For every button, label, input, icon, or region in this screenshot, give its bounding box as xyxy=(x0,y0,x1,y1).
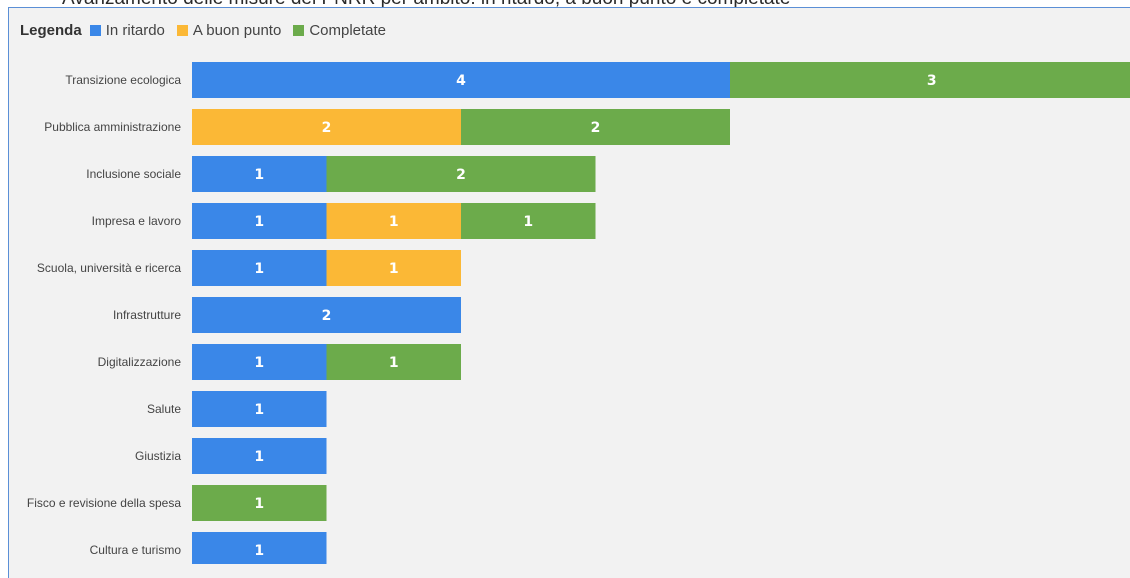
data-label-digitalizzazione-in-ritardo: 1 xyxy=(254,355,264,371)
category-label-pubblica-amministrazione: Pubblica amministrazione xyxy=(44,120,181,134)
legend-item-a-buon-punto[interactable]: A buon punto xyxy=(176,21,282,39)
legend-swatch-a-buon-punto xyxy=(176,24,188,36)
legend-swatch-in-ritardo xyxy=(89,24,101,36)
data-label-fisco-e-revisione-della-spesa-completate: 1 xyxy=(254,496,264,512)
data-label-impresa-e-lavoro-a-buon-punto: 1 xyxy=(389,214,399,230)
category-label-impresa-e-lavoro: Impresa e lavoro xyxy=(92,214,182,228)
bar-cultura-e-turismo-in-ritardo[interactable] xyxy=(192,532,327,564)
legend-label-completate: Completate xyxy=(309,21,387,39)
bar-scuola-universita-e-ricerca-in-ritardo[interactable] xyxy=(192,250,327,286)
bar-transizione-ecologica-in-ritardo[interactable] xyxy=(192,62,730,98)
bar-impresa-e-lavoro-completate[interactable] xyxy=(461,203,596,239)
data-label-impresa-e-lavoro-in-ritardo: 1 xyxy=(254,214,264,230)
data-label-transizione-ecologica-in-ritardo: 4 xyxy=(456,73,466,89)
legend-title: Legenda xyxy=(20,21,82,39)
data-label-inclusione-sociale-completate: 2 xyxy=(456,167,466,183)
category-label-inclusione-sociale: Inclusione sociale xyxy=(86,167,181,181)
bar-inclusione-sociale-completate[interactable] xyxy=(326,156,596,192)
category-label-transizione-ecologica: Transizione ecologica xyxy=(65,73,181,87)
category-label-cultura-e-turismo: Cultura e turismo xyxy=(90,543,182,557)
data-label-cultura-e-turismo-in-ritardo: 1 xyxy=(254,543,264,559)
data-label-salute-in-ritardo: 1 xyxy=(254,402,264,418)
category-label-salute: Salute xyxy=(147,402,181,416)
cropped-header-text: Avanzamento delle misure del PNRR per am… xyxy=(62,0,790,8)
bar-impresa-e-lavoro-a-buon-punto[interactable] xyxy=(326,203,462,239)
category-label-scuola-universita-e-ricerca: Scuola, università e ricerca xyxy=(37,261,181,275)
bar-transizione-ecologica-completate[interactable] xyxy=(730,62,1130,98)
bar-infrastrutture-in-ritardo[interactable] xyxy=(192,297,461,333)
legend: Legenda In ritardo A buon punto Completa… xyxy=(20,20,398,40)
bar-impresa-e-lavoro-in-ritardo[interactable] xyxy=(192,203,327,239)
bar-fisco-e-revisione-della-spesa-completate[interactable] xyxy=(192,485,327,521)
data-label-transizione-ecologica-completate: 3 xyxy=(927,73,937,89)
bar-giustizia-in-ritardo[interactable] xyxy=(192,438,327,474)
legend-item-in-ritardo[interactable]: In ritardo xyxy=(89,21,165,39)
category-label-giustizia: Giustizia xyxy=(135,449,181,463)
category-label-digitalizzazione: Digitalizzazione xyxy=(98,355,182,369)
bar-digitalizzazione-in-ritardo[interactable] xyxy=(192,344,327,380)
data-label-digitalizzazione-completate: 1 xyxy=(389,355,399,371)
legend-label-a-buon-punto: A buon punto xyxy=(192,21,282,39)
category-label-fisco-e-revisione-della-spesa: Fisco e revisione della spesa xyxy=(27,496,181,510)
data-label-scuola-universita-e-ricerca-a-buon-punto: 1 xyxy=(389,261,399,277)
bar-pubblica-amministrazione-completate[interactable] xyxy=(461,109,730,145)
legend-swatch-completate xyxy=(293,24,305,36)
bar-scuola-universita-e-ricerca-a-buon-punto[interactable] xyxy=(326,250,462,286)
data-label-scuola-universita-e-ricerca-in-ritardo: 1 xyxy=(254,261,264,277)
data-label-giustizia-in-ritardo: 1 xyxy=(254,449,264,465)
data-label-infrastrutture-in-ritardo: 2 xyxy=(322,308,332,324)
chart-panel xyxy=(8,7,1130,578)
bar-inclusione-sociale-in-ritardo[interactable] xyxy=(192,156,327,192)
data-label-impresa-e-lavoro-completate: 1 xyxy=(523,214,533,230)
legend-item-completate[interactable]: Completate xyxy=(293,22,386,39)
bar-salute-in-ritardo[interactable] xyxy=(192,391,327,427)
data-label-inclusione-sociale-in-ritardo: 1 xyxy=(254,167,264,183)
bar-pubblica-amministrazione-a-buon-punto[interactable] xyxy=(192,109,461,145)
legend-label-in-ritardo: In ritardo xyxy=(105,21,165,39)
bar-digitalizzazione-completate[interactable] xyxy=(326,344,462,380)
data-label-pubblica-amministrazione-a-buon-punto: 2 xyxy=(322,120,332,136)
data-label-pubblica-amministrazione-completate: 2 xyxy=(591,120,601,136)
cropped-header-strip: Avanzamento delle misure del PNRR per am… xyxy=(0,0,1130,8)
stacked-bar-chart: Transizione ecologica 4 3 Pubblica amminist… xyxy=(27,62,1130,564)
category-label-infrastrutture: Infrastrutture xyxy=(113,308,181,322)
